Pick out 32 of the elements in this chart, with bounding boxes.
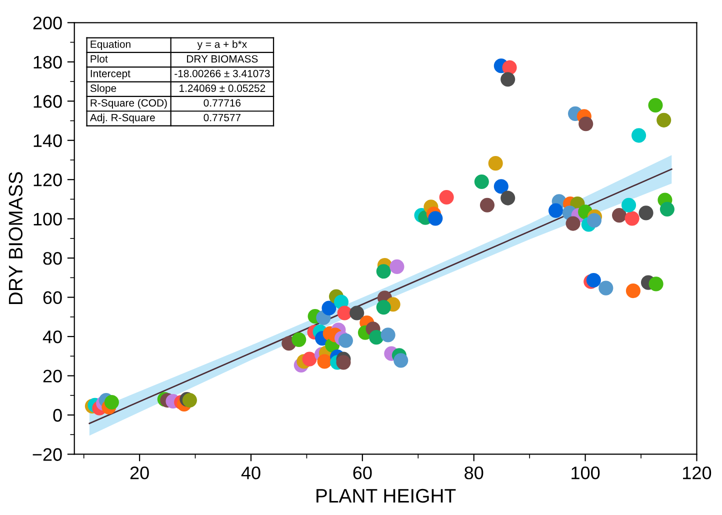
annotation: 0.77577 [204,114,240,122]
y-tick-label: 0 [53,408,62,422]
annotation: y = a + b*x [197,40,247,50]
x-tick-label: 80 [464,466,484,480]
y-axis-title: DRY BIOMASS [8,172,23,304]
annotation: Equation [90,40,130,50]
x-tick-label: 100 [572,466,600,480]
y-tick-label: 60 [43,291,62,304]
annotation: -18.00266 ± 3.41073 [174,70,270,78]
annotation: Adj. R-Square [90,114,155,124]
x-tick-label: 40 [241,466,260,480]
x-axis-title: PLANT HEIGHT [316,488,456,503]
y-tick-label: 20 [43,370,62,382]
y-tick-label: 180 [34,56,62,69]
annotation: DRY BIOMASS [187,55,258,63]
annotation: 0.77716 [204,99,241,107]
annotation: Plot [90,54,108,63]
y-tick-label: 120 [34,174,62,186]
annotation: R-Square (COD) [90,98,167,109]
y-tick-label: −20 [32,448,62,461]
y-tick-label: 200 [33,16,62,30]
y-tick-label: 40 [42,330,62,344]
y-tick-label: 160 [34,95,62,108]
x-tick-label: 60 [353,466,372,480]
x-tick-label: 20 [130,466,149,480]
y-tick-label: 140 [34,134,62,148]
annotation: 1.24069 ± 0.05252 [180,84,266,92]
y-tick-label: 100 [34,212,62,226]
annotation: Intercept [90,70,130,80]
y-tick-label: 80 [43,252,62,265]
x-tick-label: 120 [683,466,712,480]
annotation: Slope [90,84,116,94]
